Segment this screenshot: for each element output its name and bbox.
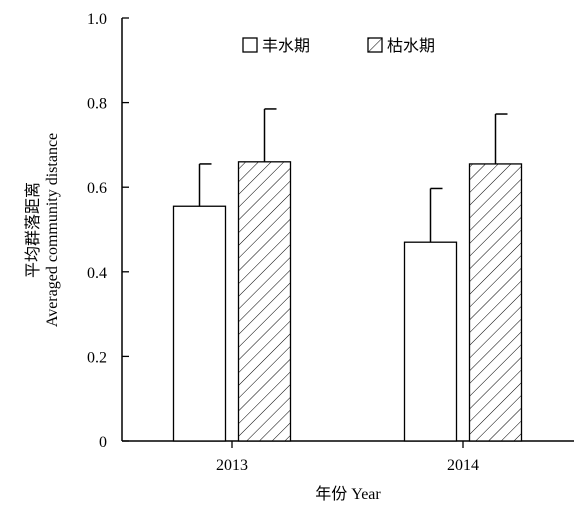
bars <box>172 108 523 442</box>
bar-2014-series-1 <box>403 241 458 442</box>
bar-2013-series-2 <box>237 161 292 442</box>
legend-label-series-2: 枯水期 <box>387 37 435 55</box>
bar-2013-series-1 <box>172 205 227 442</box>
legend-swatch-series-2 <box>367 37 383 53</box>
y-tick-label: 0.2 <box>87 349 107 366</box>
legend-swatch-series-1 <box>242 37 258 53</box>
y-axis-title-line1: 平均群落距离 <box>24 182 42 278</box>
y-tick-label: 0.6 <box>87 180 107 197</box>
y-ticks: 0 0.2 0.4 0.6 0.8 1.0 <box>87 11 129 451</box>
y-axis-title: 平均群落距离 Averaged community distance <box>24 133 61 327</box>
x-tick-label: 2013 <box>216 457 248 474</box>
bar-2014-series-2 <box>468 163 523 442</box>
x-ticks: 2013 2014 <box>216 441 479 474</box>
legend-label-series-1: 丰水期 <box>262 37 310 55</box>
x-axis-title: 年份 Year <box>315 485 381 503</box>
x-tick-label: 2014 <box>447 457 479 474</box>
y-tick-label: 0.8 <box>87 96 107 113</box>
y-tick-label: 1.0 <box>87 11 107 28</box>
y-tick-label: 0 <box>99 434 107 451</box>
y-tick-label: 0.4 <box>87 265 107 282</box>
y-axis-title-line2: Averaged community distance <box>44 133 61 327</box>
legend: 丰水期 枯水期 <box>242 37 435 55</box>
